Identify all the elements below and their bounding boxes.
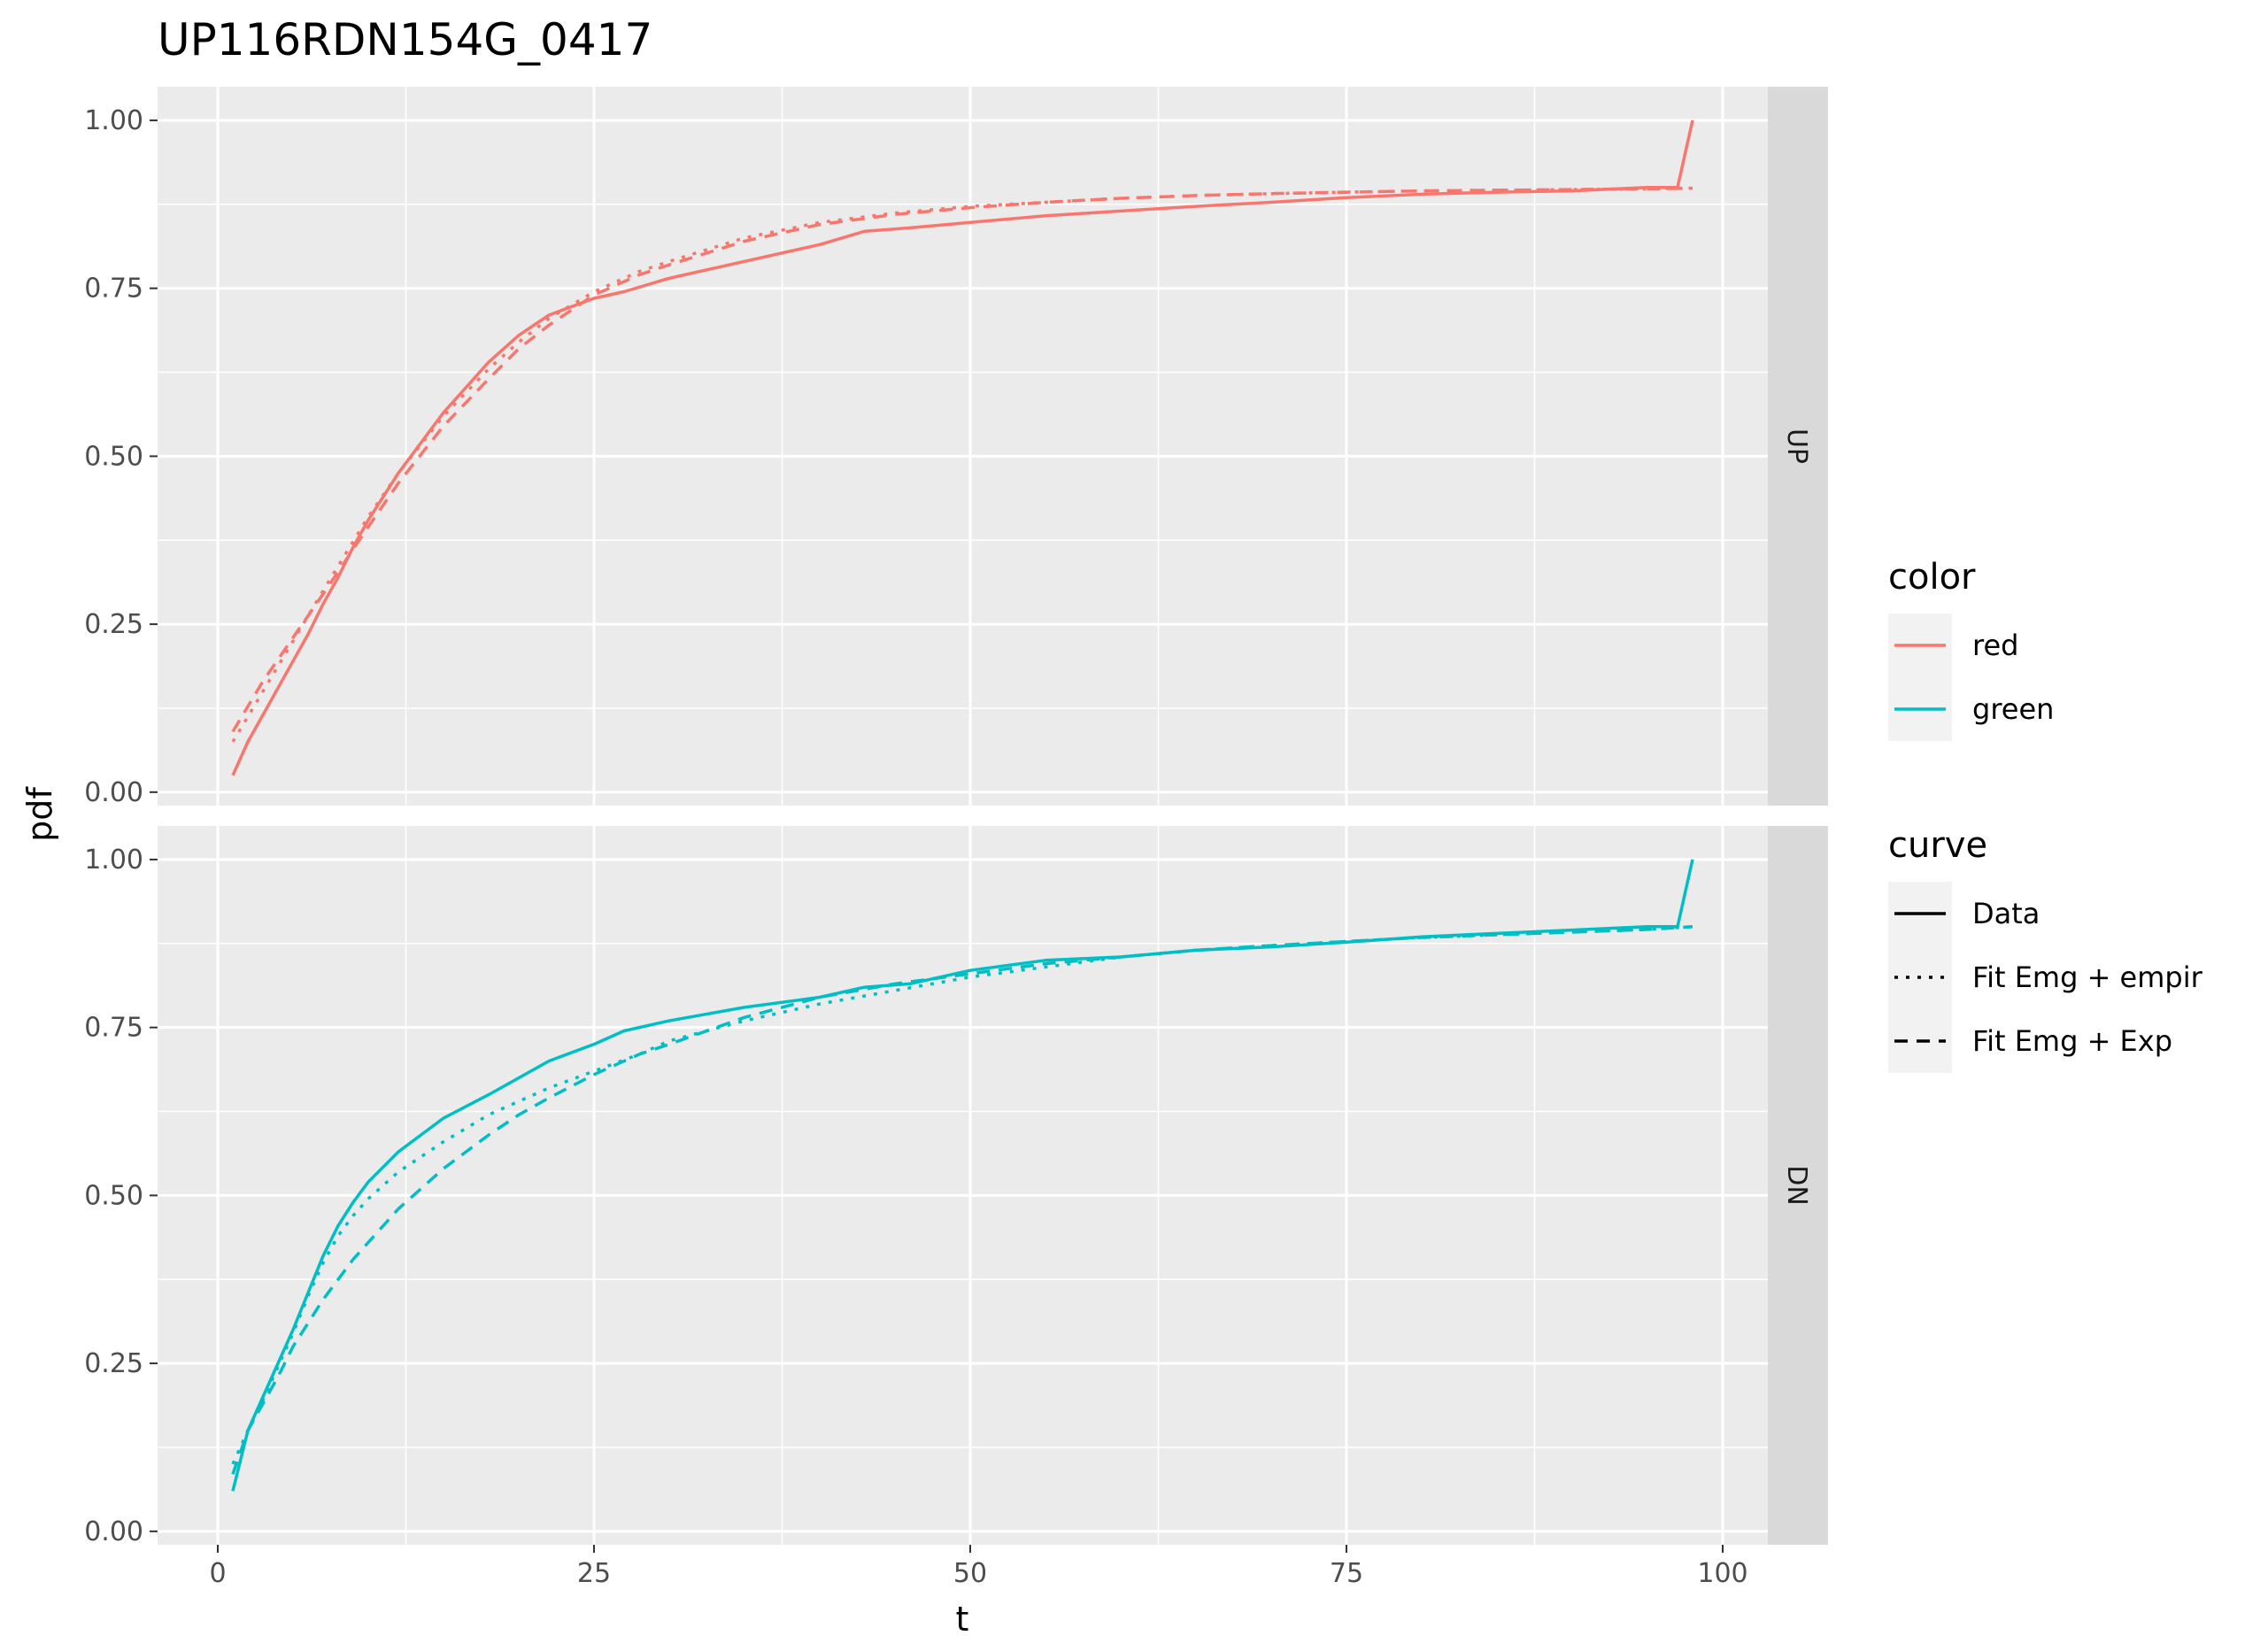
x-tick-label: 100 (1697, 1558, 1747, 1589)
x-tick-label: 0 (209, 1558, 226, 1589)
facet-strip-label: DN (1781, 1165, 1812, 1206)
y-tick-label: 0.50 (84, 1180, 143, 1211)
legend-color-label: red (1972, 629, 2018, 662)
facet-strip (1768, 87, 1828, 806)
series-line-fit-emg-exp (231, 925, 1693, 1475)
x-tick-label: 25 (577, 1558, 611, 1589)
y-tick-label: 1.00 (84, 845, 143, 876)
x-axis-title: t (956, 1600, 969, 1639)
panel-background (158, 87, 1768, 806)
y-tick-label: 0.75 (84, 1013, 143, 1044)
panel-background (158, 826, 1768, 1545)
legend-curve-label: Fit Emg + empir (1972, 961, 2203, 994)
y-tick-label: 0.50 (84, 441, 143, 472)
series-line-data (231, 120, 1694, 776)
y-tick-label: 1.00 (84, 105, 143, 136)
y-tick-label: 0.25 (84, 609, 143, 640)
legend-color-title: color (1888, 557, 1976, 598)
legend-curve-label: Fit Emg + Exp (1972, 1024, 2172, 1058)
facet-strip (1768, 826, 1828, 1545)
facet-panel-dn: 0.00 0.25 0.50 0.75 1.00 DN (84, 826, 1828, 1547)
x-tick-label: 75 (1330, 1558, 1363, 1589)
legend-color-label: green (1972, 692, 2054, 726)
x-tick-label: 50 (953, 1558, 987, 1589)
chart-title: UP116RDN154G_0417 (158, 14, 652, 66)
y-axis-title: pdf (20, 786, 59, 842)
legend: color red green curve Data Fit Emg + empir Fit… (1888, 557, 2203, 1073)
facet-panel-up: 0.00 0.25 0.50 0.75 1.00 UP (84, 87, 1828, 808)
y-tick-label: 0.00 (84, 777, 143, 808)
y-tick-label: 0.25 (84, 1348, 143, 1379)
facet-strip-label: UP (1781, 428, 1812, 464)
y-tick-label: 0.75 (84, 274, 143, 305)
legend-curve-title: curve (1888, 825, 1987, 866)
y-tick-label: 0.00 (84, 1516, 143, 1547)
series-line-fit-emg-exp (231, 186, 1693, 733)
legend-curve-label: Data (1972, 897, 2040, 930)
facet-panels: 0.00 0.25 0.50 0.75 1.00 UP 0.00 0.25 0.50 0.75 1.… (84, 87, 1828, 1589)
